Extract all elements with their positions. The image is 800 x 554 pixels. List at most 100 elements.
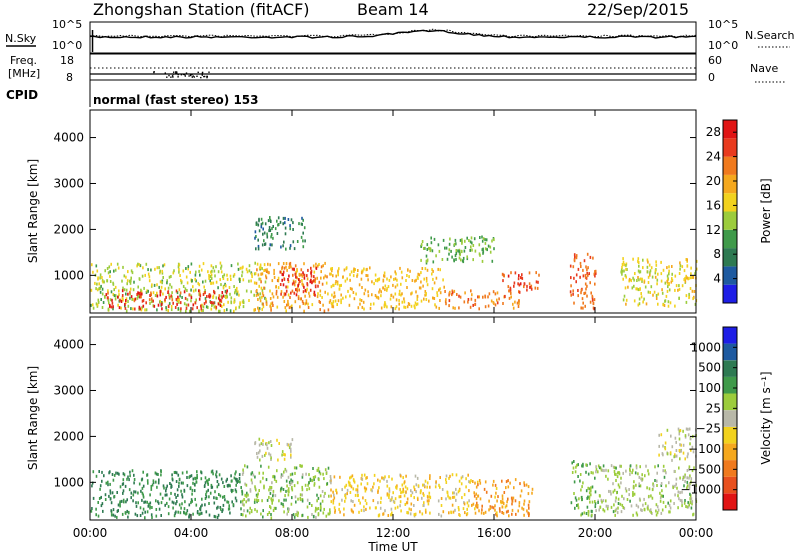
range-gate-cell [419, 510, 421, 514]
range-gate-cell [361, 271, 363, 275]
range-gate-cell [214, 490, 216, 494]
range-gate-cell [410, 494, 412, 498]
range-gate-cell [428, 299, 430, 303]
range-gate-cell [356, 274, 358, 278]
range-gate-cell [97, 300, 100, 304]
range-gate-cell [112, 293, 115, 296]
range-gate-cell [623, 263, 626, 267]
range-gate-cell [154, 294, 157, 297]
range-gate-cell [674, 436, 677, 440]
range-gate-cell [284, 216, 286, 220]
range-gate-cell [582, 306, 584, 310]
range-gate-cell [147, 481, 149, 485]
range-gate-cell [440, 497, 443, 500]
velocity-ylabel: Slant Range [km] [26, 366, 40, 470]
range-gate-cell [229, 309, 232, 313]
range-gate-cell [267, 465, 270, 469]
range-gate-cell [625, 469, 627, 473]
range-gate-cell [130, 307, 132, 311]
range-gate-cell [489, 505, 492, 509]
range-gate-cell [127, 304, 130, 308]
range-gate-cell [117, 303, 119, 307]
range-gate-cell [335, 488, 337, 492]
range-gate-cell [265, 302, 268, 306]
range-gate-cell [527, 503, 530, 507]
range-gate-cell [292, 279, 295, 283]
range-gate-cell [304, 483, 307, 487]
range-gate-cell [291, 479, 294, 483]
range-gate-cell [664, 441, 667, 445]
range-gate-cell [302, 301, 305, 305]
range-gate-cell [492, 506, 495, 510]
range-gate-cell [138, 277, 141, 281]
range-gate-cell [457, 490, 460, 494]
range-gate-cell [318, 470, 321, 474]
range-gate-cell [229, 484, 231, 488]
range-gate-cell [266, 268, 268, 272]
range-gate-cell [178, 268, 180, 271]
range-gate-cell [404, 305, 407, 309]
range-gate-cell [91, 263, 93, 267]
range-gate-cell [310, 271, 312, 275]
range-gate-cell [270, 487, 272, 491]
range-gate-cell [207, 270, 209, 274]
range-gate-cell [202, 262, 205, 266]
range-gate-cell [207, 482, 209, 486]
range-gate-cell [455, 498, 457, 502]
range-gate-cell [152, 479, 155, 483]
range-gate-cell [160, 514, 162, 517]
range-gate-cell [308, 502, 311, 505]
range-gate-cell [573, 259, 576, 263]
range-gate-cell [649, 291, 651, 294]
range-gate-cell [215, 265, 217, 269]
range-gate-cell [424, 479, 427, 483]
range-gate-cell [416, 476, 419, 480]
range-gate-cell [316, 295, 319, 299]
range-gate-cell [523, 502, 525, 506]
range-gate-cell [208, 502, 210, 505]
range-gate-cell [684, 475, 686, 479]
freq-scatter-point [172, 73, 174, 75]
range-gate-cell [119, 502, 121, 505]
range-gate-cell [226, 308, 228, 312]
range-gate-cell [341, 498, 343, 502]
range-gate-cell [216, 506, 218, 510]
range-gate-cell [645, 302, 648, 306]
range-gate-cell [143, 286, 145, 290]
range-gate-cell [299, 498, 302, 502]
range-gate-cell [329, 272, 331, 276]
range-gate-cell [662, 268, 665, 272]
range-gate-cell [537, 280, 539, 284]
range-gate-cell [468, 499, 470, 503]
range-gate-cell [590, 291, 592, 295]
range-gate-cell [599, 505, 602, 509]
range-gate-cell [323, 494, 325, 498]
range-gate-cell [234, 472, 236, 476]
range-gate-cell [402, 487, 404, 491]
range-gate-cell [571, 461, 573, 465]
range-gate-cell [160, 302, 163, 306]
range-gate-cell [402, 490, 405, 494]
range-gate-cell [151, 483, 154, 487]
range-gate-cell [621, 266, 623, 269]
range-gate-cell [583, 292, 585, 295]
range-gate-cell [271, 227, 273, 231]
range-gate-cell [295, 270, 297, 274]
range-gate-cell [307, 483, 309, 487]
freq-scatter-point [200, 76, 202, 79]
range-gate-cell [105, 293, 108, 297]
range-gate-cell [261, 243, 264, 247]
range-gate-cell [505, 504, 508, 508]
range-gate-cell [113, 288, 115, 292]
range-gate-cell [620, 481, 622, 485]
range-gate-cell [573, 480, 576, 484]
range-gate-cell [421, 240, 424, 243]
range-gate-cell [294, 471, 296, 475]
range-gate-cell [228, 504, 230, 508]
range-gate-cell [390, 275, 392, 279]
range-gate-cell [414, 512, 417, 516]
range-gate-cell [615, 496, 617, 500]
range-gate-cell [230, 479, 233, 483]
range-gate-cell [213, 514, 216, 518]
range-gate-cell [301, 473, 304, 477]
